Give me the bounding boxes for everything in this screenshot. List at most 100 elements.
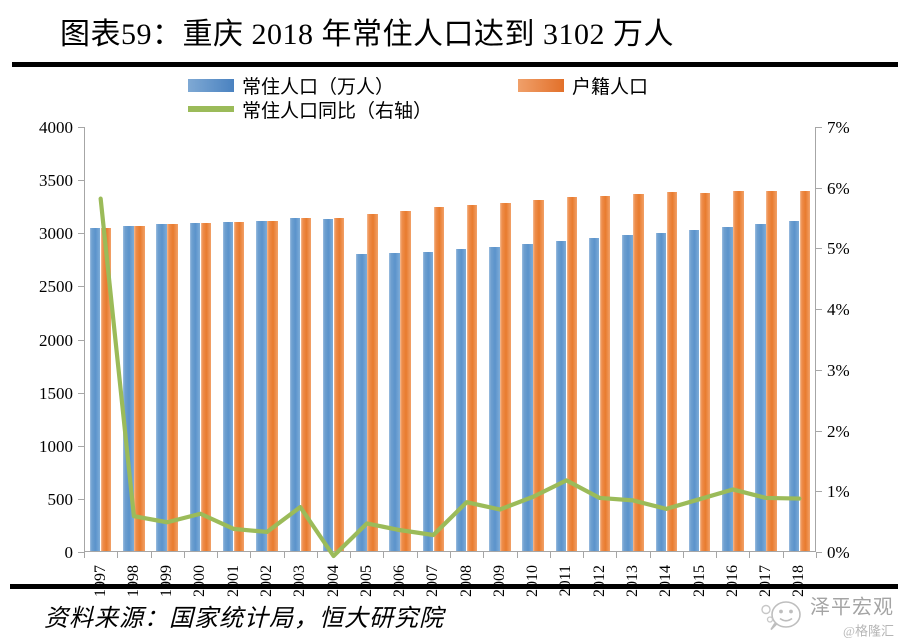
bar-resident-population	[555, 240, 567, 551]
x-axis-tick	[549, 552, 551, 558]
legend-label-registered-population: 户籍人口	[572, 76, 649, 98]
bar-registered-population	[400, 211, 411, 551]
bar-resident-population	[489, 247, 500, 551]
bar-resident-population	[622, 235, 633, 551]
bar-registered-population	[766, 190, 777, 551]
y-axis-left-tick	[78, 286, 84, 288]
bar-registered-population	[100, 227, 112, 551]
y-axis-left-tick	[78, 127, 84, 128]
x-axis-tick	[616, 552, 618, 558]
bar-registered-population	[466, 204, 478, 551]
watermark: 泽平宏观 @格隆汇	[760, 591, 894, 640]
bar-resident-population	[722, 227, 733, 551]
x-axis-tick	[516, 552, 518, 558]
bar-resident-population	[788, 221, 800, 551]
y-axis-right-tick	[816, 369, 822, 371]
x-axis-tick	[183, 552, 185, 558]
y-axis-left-tick-label: 3500	[39, 171, 73, 191]
x-axis-tick	[682, 552, 684, 558]
watermark-name: 泽平宏观	[810, 596, 894, 619]
bar-resident-population	[455, 249, 467, 551]
bar-registered-population	[300, 218, 312, 551]
x-axis-tick	[350, 552, 352, 558]
footer-bar: 资料来源：国家统计局，恒大研究院 泽平宏观 @格隆汇	[0, 589, 908, 641]
bar-resident-population	[189, 223, 201, 551]
y-axis-left-tick	[78, 233, 84, 235]
y-axis-right-tick	[816, 187, 822, 189]
y-axis-left-tick	[78, 180, 84, 182]
bar-resident-population	[289, 218, 301, 551]
x-axis-tick	[84, 552, 85, 558]
y-axis-left-tick-label: 1500	[39, 383, 73, 403]
bar-resident-population	[222, 221, 234, 551]
x-axis-tick	[283, 552, 285, 558]
y-axis-left-tick-label: 1000	[39, 436, 73, 456]
y-axis-right-tick-label: 3%	[827, 360, 850, 380]
bar-registered-population	[167, 224, 178, 551]
y-axis-left-tick-label: 2000	[39, 330, 73, 350]
bar-resident-population	[256, 220, 267, 551]
plot-canvas: 0 500 1000 1500 2000 2500 3000 3500 4000 0% 1% 2% 3…	[39, 119, 850, 597]
x-axis-tick	[316, 552, 318, 558]
watermark-handle: @格隆汇	[843, 623, 894, 639]
page-title: 图表59：重庆 2018 年常住人口达到 3102 万人	[60, 18, 674, 51]
bar-resident-population	[522, 244, 533, 551]
y-axis-right-tick	[816, 127, 822, 128]
bar-registered-population	[599, 195, 611, 551]
y-axis-right-tick-label: 1%	[827, 482, 850, 502]
y-axis-right-tick	[816, 309, 822, 311]
source-note: 资料来源：国家统计局，恒大研究院	[44, 605, 444, 632]
bar-registered-population	[433, 207, 445, 551]
x-axis-tick	[117, 552, 119, 558]
legend-label-yoy-line: 常住人口同比（右轴）	[242, 100, 433, 122]
title-bar: 图表59：重庆 2018 年常住人口达到 3102 万人	[0, 0, 908, 62]
legend-item-registered-population: 户籍人口	[518, 72, 648, 99]
y-axis-left-line	[84, 127, 85, 552]
x-axis-tick	[450, 552, 451, 558]
y-axis-right-tick	[816, 491, 822, 493]
bar-resident-population	[123, 225, 134, 551]
bar-registered-population	[333, 218, 345, 551]
x-axis-tick	[716, 552, 718, 558]
y-axis-left-tick	[78, 498, 84, 500]
bar-resident-population	[655, 233, 667, 551]
chart-plot-area: 0 500 1000 1500 2000 2500 3000 3500 4000 0% 1% 2% 3…	[0, 119, 908, 597]
bar-registered-population	[267, 220, 278, 551]
chart-legend: 常住人口（万人） 户籍人口 常住人口同比（右轴）	[0, 67, 908, 122]
bar-registered-population	[200, 222, 212, 551]
y-axis-left-tick-label: 0	[64, 543, 74, 562]
bar-registered-population	[733, 190, 744, 551]
bar-registered-population	[699, 192, 711, 551]
x-axis-tick	[250, 552, 252, 558]
bar-registered-population	[367, 214, 378, 551]
x-axis-tick	[483, 552, 485, 558]
bar-registered-population	[633, 194, 644, 551]
x-axis-tick	[217, 552, 219, 558]
bar-resident-population	[588, 238, 600, 551]
y-axis-left-tick	[78, 339, 84, 341]
x-axis-tick	[150, 552, 152, 558]
watermark-text: 泽平宏观 @格隆汇	[810, 591, 894, 640]
legend-label-resident-population: 常住人口（万人）	[242, 76, 395, 98]
bar-resident-population	[322, 219, 334, 551]
y-axis-right-line	[815, 127, 816, 552]
bar-registered-population	[799, 190, 811, 551]
legend-row-secondary: 常住人口同比（右轴）	[0, 97, 908, 122]
bar-resident-population	[356, 253, 367, 551]
x-axis-tick	[583, 552, 585, 558]
bar-registered-population	[666, 192, 678, 551]
y-axis-left-tick-label: 4000	[39, 118, 73, 137]
y-axis-right-tick-label: 0%	[827, 543, 850, 562]
x-axis-tick	[416, 552, 418, 558]
footer-divider-rule	[10, 584, 898, 589]
bar-registered-population	[134, 225, 145, 551]
y-axis-left-tick-label: 2500	[39, 277, 73, 297]
y-axis-right-tick-label: 4%	[827, 300, 850, 320]
y-axis-left-tick-label: 3000	[39, 224, 73, 244]
bar-registered-population	[533, 200, 544, 551]
y-axis-left-tick	[78, 445, 84, 447]
legend-swatch-orange-icon	[518, 78, 565, 92]
legend-item-resident-population: 常住人口（万人）	[188, 72, 394, 99]
x-axis-tick	[749, 552, 751, 558]
watermark-face-icon	[761, 600, 801, 630]
